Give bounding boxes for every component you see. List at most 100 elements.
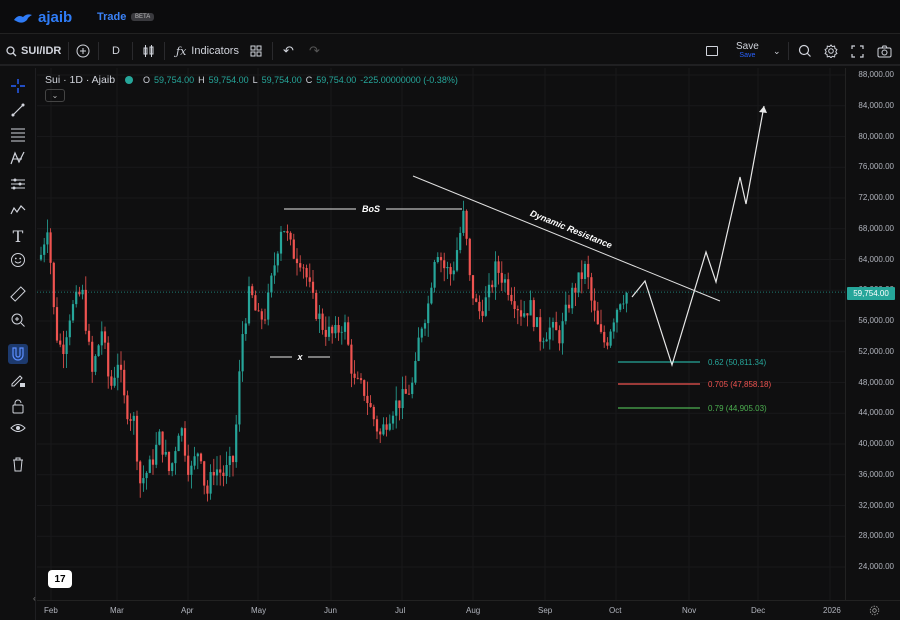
app-header: ajaib Trade BETA	[0, 0, 900, 34]
candle-body	[100, 331, 103, 346]
candle-body	[558, 330, 561, 344]
settings-button[interactable]	[824, 36, 838, 66]
candle-body	[535, 317, 539, 327]
trendline-tool[interactable]	[8, 100, 28, 120]
axis-settings-button[interactable]	[869, 603, 880, 620]
candle-body	[567, 304, 571, 309]
candle-body	[577, 272, 580, 293]
candle-body	[46, 232, 49, 245]
time-tick-label: Nov	[682, 606, 697, 615]
price-tick-label: 84,000.00	[858, 100, 894, 110]
candle-body	[59, 340, 62, 345]
candle-body	[84, 289, 87, 331]
candle-body	[455, 250, 459, 271]
ruler-tool[interactable]	[8, 284, 28, 304]
candle-body	[414, 360, 417, 383]
chart-type-button[interactable]	[142, 36, 156, 66]
text-tool[interactable]: T	[8, 226, 28, 246]
price-tick-label: 48,000.00	[858, 377, 894, 387]
delete-tool[interactable]	[8, 454, 28, 474]
price-axis[interactable]: 88,000.00 84,000.00 80,000.00 76,000.00 72,0…	[845, 68, 900, 600]
price-tick-label: 76,000.00	[858, 162, 894, 172]
nav-trade-link[interactable]: Trade	[97, 11, 127, 23]
candle-body	[369, 403, 372, 407]
candle-body	[196, 453, 199, 457]
emoji-tool[interactable]	[8, 250, 28, 270]
redo-button[interactable]: ↷	[309, 36, 320, 66]
projection-path[interactable]	[631, 105, 765, 368]
price-tick-label: 88,000.00	[858, 70, 894, 79]
pattern-tool[interactable]	[8, 148, 28, 168]
forecast-tool[interactable]	[8, 174, 28, 194]
magnet-tool[interactable]	[8, 344, 28, 364]
lock-tool[interactable]	[8, 396, 28, 416]
collapse-toolbar-icon[interactable]: ‹	[33, 594, 36, 603]
brand-logo[interactable]: ajaib	[12, 9, 72, 26]
fib-tool[interactable]	[8, 124, 28, 144]
zoom-tool[interactable]	[8, 310, 28, 330]
candle-body	[254, 295, 257, 311]
candle-body	[295, 258, 299, 264]
fullscreen-toggle[interactable]	[706, 36, 718, 66]
candle-body	[155, 444, 158, 465]
pencil-lock-icon	[11, 375, 25, 387]
candle-body	[513, 301, 516, 310]
fullscreen-button[interactable]	[851, 36, 864, 66]
candle-body	[276, 253, 279, 266]
candle-body	[119, 364, 123, 370]
low-value: 59,754.00	[261, 75, 302, 85]
crosshair-tool[interactable]	[8, 76, 28, 96]
candle-body	[580, 272, 583, 279]
visibility-tool[interactable]	[8, 418, 28, 438]
candle-body	[446, 267, 449, 269]
save-menu-button[interactable]: ⌄	[773, 36, 781, 66]
candle-body	[209, 472, 212, 494]
candle-body	[471, 275, 475, 299]
save-button[interactable]: Save Save	[736, 36, 759, 66]
open-value: 59,754.00	[154, 75, 195, 85]
quick-search-button[interactable]	[798, 36, 812, 66]
snapshot-button[interactable]	[877, 36, 892, 66]
candle-body	[417, 337, 420, 361]
candle-body	[555, 322, 558, 331]
candle-body	[75, 291, 78, 305]
candle-body	[158, 431, 161, 445]
time-tick-label: Feb	[44, 606, 58, 615]
compare-button[interactable]	[76, 36, 90, 66]
crosshair-icon	[11, 79, 25, 93]
candle-body	[356, 377, 359, 379]
candle-body	[398, 400, 401, 409]
square-icon	[706, 46, 718, 56]
indicators-button[interactable]: ƒx Indicators	[176, 36, 239, 66]
candle-body	[372, 406, 375, 420]
sliders-icon	[11, 178, 25, 190]
layouts-button[interactable]	[250, 36, 262, 66]
brush-tool[interactable]	[8, 200, 28, 220]
candle-body	[177, 435, 180, 452]
dynamic-resistance-line[interactable]	[412, 175, 721, 302]
price-tick-label: 56,000.00	[858, 316, 894, 325]
time-axis[interactable]: Feb Mar Apr May Jun Jul Aug Sep Oct Nov Dec 2026	[37, 600, 900, 620]
candle-body	[603, 331, 606, 343]
candle-body	[443, 260, 446, 269]
candle-body	[497, 261, 500, 273]
candle-body	[171, 463, 174, 472]
candle-body	[49, 232, 52, 263]
trash-icon	[13, 457, 23, 472]
undo-button[interactable]: ↶	[283, 36, 294, 66]
gear-icon	[869, 605, 880, 616]
tradingview-logo[interactable]: 17	[48, 570, 72, 588]
candle-body	[299, 263, 302, 268]
candle-body	[487, 284, 491, 298]
symbol-search[interactable]: SUI/IDR	[6, 36, 61, 66]
legend-toggle-button[interactable]: ⌄	[45, 89, 65, 102]
drawing-lock-tool[interactable]	[8, 370, 28, 390]
candle-body	[491, 284, 494, 288]
candle-body	[167, 451, 171, 472]
candle-body	[91, 341, 94, 372]
smiley-icon	[11, 253, 25, 267]
legend-title[interactable]: Sui · 1D · Ajaib	[45, 74, 116, 86]
candle-body	[283, 231, 286, 233]
interval-button[interactable]: D	[112, 36, 120, 66]
